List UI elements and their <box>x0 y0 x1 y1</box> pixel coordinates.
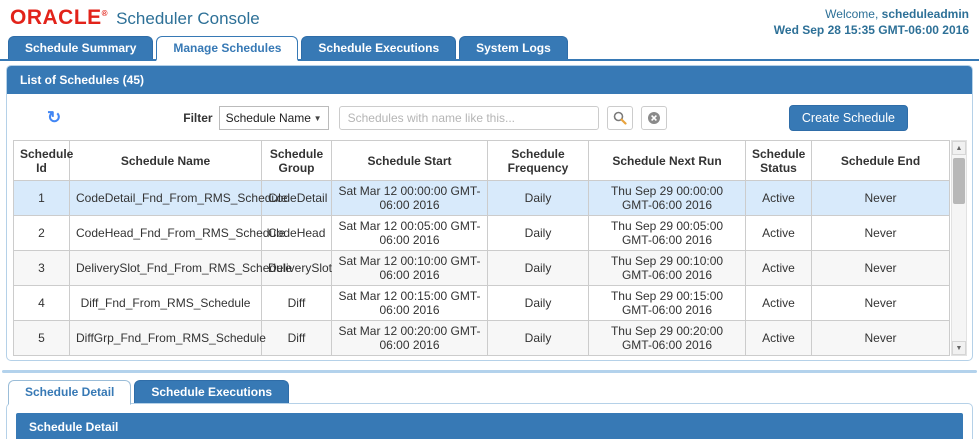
chevron-down-icon: ▼ <box>313 113 322 123</box>
cell-schedule-group: Diff <box>261 285 332 321</box>
schedules-table: Schedule Id Schedule Name Schedule Group… <box>13 140 950 356</box>
col-schedule-name[interactable]: Schedule Name <box>69 140 262 181</box>
cell-schedule-id: 4 <box>13 285 70 321</box>
tab-schedule-summary[interactable]: Schedule Summary <box>8 36 154 59</box>
col-schedule-end[interactable]: Schedule End <box>811 140 950 181</box>
cell-schedule-next-run: Thu Sep 29 00:00:00 GMT-06:00 2016 <box>588 180 746 216</box>
table-header-row: Schedule Id Schedule Name Schedule Group… <box>13 140 950 181</box>
page-title: Scheduler Console <box>116 9 260 28</box>
tab-system-logs[interactable]: System Logs <box>459 36 568 59</box>
filter-dropdown-value: Schedule Name <box>225 111 311 125</box>
schedules-panel-title: List of Schedules (45) <box>7 66 972 94</box>
cell-schedule-id: 5 <box>13 320 70 356</box>
oracle-logo: ORACLE® <box>10 6 109 29</box>
tab-detail-schedule-executions[interactable]: Schedule Executions <box>134 380 290 403</box>
tab-schedule-detail[interactable]: Schedule Detail <box>8 380 132 405</box>
cell-schedule-status: Active <box>745 285 812 321</box>
table-row[interactable]: 5 DiffGrp_Fnd_From_RMS_Schedule Diff Sat… <box>13 320 950 356</box>
cell-schedule-name: Diff_Fnd_From_RMS_Schedule <box>69 285 262 321</box>
cell-schedule-frequency: Daily <box>487 250 589 286</box>
cell-schedule-status: Active <box>745 250 812 286</box>
search-input[interactable] <box>338 106 599 130</box>
create-schedule-button[interactable]: Create Schedule <box>788 105 908 131</box>
col-schedule-frequency[interactable]: Schedule Frequency <box>487 140 589 181</box>
tab-manage-schedules[interactable]: Manage Schedules <box>156 36 299 61</box>
scrollbar-thumb[interactable] <box>953 158 965 204</box>
schedule-detail-panel: Schedule Detail <box>6 403 973 439</box>
col-schedule-group[interactable]: Schedule Group <box>261 140 332 181</box>
section-divider <box>2 370 977 373</box>
cell-schedule-end: Never <box>811 285 950 321</box>
table-row[interactable]: 2 CodeHead_Fnd_From_RMS_Schedule CodeHea… <box>13 215 950 251</box>
cell-schedule-next-run: Thu Sep 29 00:10:00 GMT-06:00 2016 <box>588 250 746 286</box>
search-button[interactable] <box>606 106 633 130</box>
cell-schedule-frequency: Daily <box>487 285 589 321</box>
filter-dropdown[interactable]: Schedule Name ▼ <box>218 106 329 130</box>
schedules-table-zone: Schedule Id Schedule Name Schedule Group… <box>7 140 972 360</box>
cell-schedule-start: Sat Mar 12 00:10:00 GMT-06:00 2016 <box>331 250 488 286</box>
username: scheduleadmin <box>881 7 969 21</box>
cell-schedule-group: CodeDetail <box>261 180 332 216</box>
refresh-icon[interactable]: ↻ <box>47 108 62 127</box>
app-header: ORACLE® Scheduler Console Welcome, sched… <box>0 0 979 37</box>
vertical-scrollbar[interactable]: ▲ ▼ <box>951 140 967 356</box>
tab-schedule-executions[interactable]: Schedule Executions <box>301 36 457 59</box>
schedule-detail-title: Schedule Detail <box>16 413 963 439</box>
cell-schedule-frequency: Daily <box>487 215 589 251</box>
search-icon <box>613 111 627 125</box>
cell-schedule-id: 3 <box>13 250 70 286</box>
cell-schedule-id: 2 <box>13 215 70 251</box>
clear-icon <box>647 112 660 124</box>
user-block: Welcome, scheduleadmin Wed Sep 28 15:35 … <box>774 6 969 38</box>
cell-schedule-status: Active <box>745 320 812 356</box>
cell-schedule-next-run: Thu Sep 29 00:05:00 GMT-06:00 2016 <box>588 215 746 251</box>
cell-schedule-end: Never <box>811 215 950 251</box>
table-row[interactable]: 1 CodeDetail_Fnd_From_RMS_Schedule CodeD… <box>13 180 950 216</box>
cell-schedule-name: DiffGrp_Fnd_From_RMS_Schedule <box>69 320 266 356</box>
cell-schedule-start: Sat Mar 12 00:15:00 GMT-06:00 2016 <box>331 285 488 321</box>
cell-schedule-status: Active <box>745 215 812 251</box>
col-schedule-status[interactable]: Schedule Status <box>745 140 812 181</box>
schedules-panel: List of Schedules (45) ↻ Filter Schedule… <box>6 65 973 361</box>
cell-schedule-end: Never <box>811 250 950 286</box>
cell-schedule-end: Never <box>811 320 950 356</box>
cell-schedule-start: Sat Mar 12 00:05:00 GMT-06:00 2016 <box>331 215 488 251</box>
cell-schedule-name: DeliverySlot_Fnd_From_RMS_Schedule <box>69 250 292 286</box>
cell-schedule-group: CodeHead <box>261 215 332 251</box>
col-schedule-start[interactable]: Schedule Start <box>331 140 488 181</box>
cell-schedule-frequency: Daily <box>487 320 589 356</box>
cell-schedule-next-run: Thu Sep 29 00:15:00 GMT-06:00 2016 <box>588 285 746 321</box>
detail-tabbar: Schedule Detail Schedule Executions <box>0 380 979 405</box>
cell-schedule-name: CodeHead_Fnd_From_RMS_Schedule <box>69 215 285 251</box>
cell-schedule-next-run: Thu Sep 29 00:20:00 GMT-06:00 2016 <box>588 320 746 356</box>
welcome-text: Welcome, <box>825 7 882 21</box>
cell-schedule-status: Active <box>745 180 812 216</box>
cell-schedule-group: DeliverySlot <box>261 250 332 286</box>
main-tabbar: Schedule Summary Manage Schedules Schedu… <box>0 36 979 61</box>
filter-label: Filter <box>183 111 213 125</box>
registered-mark-icon: ® <box>101 9 109 18</box>
cell-schedule-start: Sat Mar 12 00:00:00 GMT-06:00 2016 <box>331 180 488 216</box>
table-row[interactable]: 4 Diff_Fnd_From_RMS_Schedule Diff Sat Ma… <box>13 285 950 321</box>
cell-schedule-name: CodeDetail_Fnd_From_RMS_Schedule <box>69 180 287 216</box>
cell-schedule-end: Never <box>811 180 950 216</box>
scroll-up-icon[interactable]: ▲ <box>952 141 966 155</box>
table-row[interactable]: 3 DeliverySlot_Fnd_From_RMS_Schedule Del… <box>13 250 950 286</box>
current-datetime: Wed Sep 28 15:35 GMT-06:00 2016 <box>773 23 969 37</box>
brand: ORACLE® Scheduler Console <box>10 6 260 30</box>
cell-schedule-id: 1 <box>13 180 70 216</box>
schedules-toolbar: ↻ Filter Schedule Name ▼ Create Schedule <box>7 94 972 140</box>
cell-schedule-start: Sat Mar 12 00:20:00 GMT-06:00 2016 <box>331 320 488 356</box>
cell-schedule-frequency: Daily <box>487 180 589 216</box>
clear-search-button[interactable] <box>640 106 667 130</box>
scroll-down-icon[interactable]: ▼ <box>952 341 966 355</box>
col-schedule-id[interactable]: Schedule Id <box>13 140 73 181</box>
col-schedule-next-run[interactable]: Schedule Next Run <box>588 140 746 181</box>
cell-schedule-group: Diff <box>261 320 332 356</box>
